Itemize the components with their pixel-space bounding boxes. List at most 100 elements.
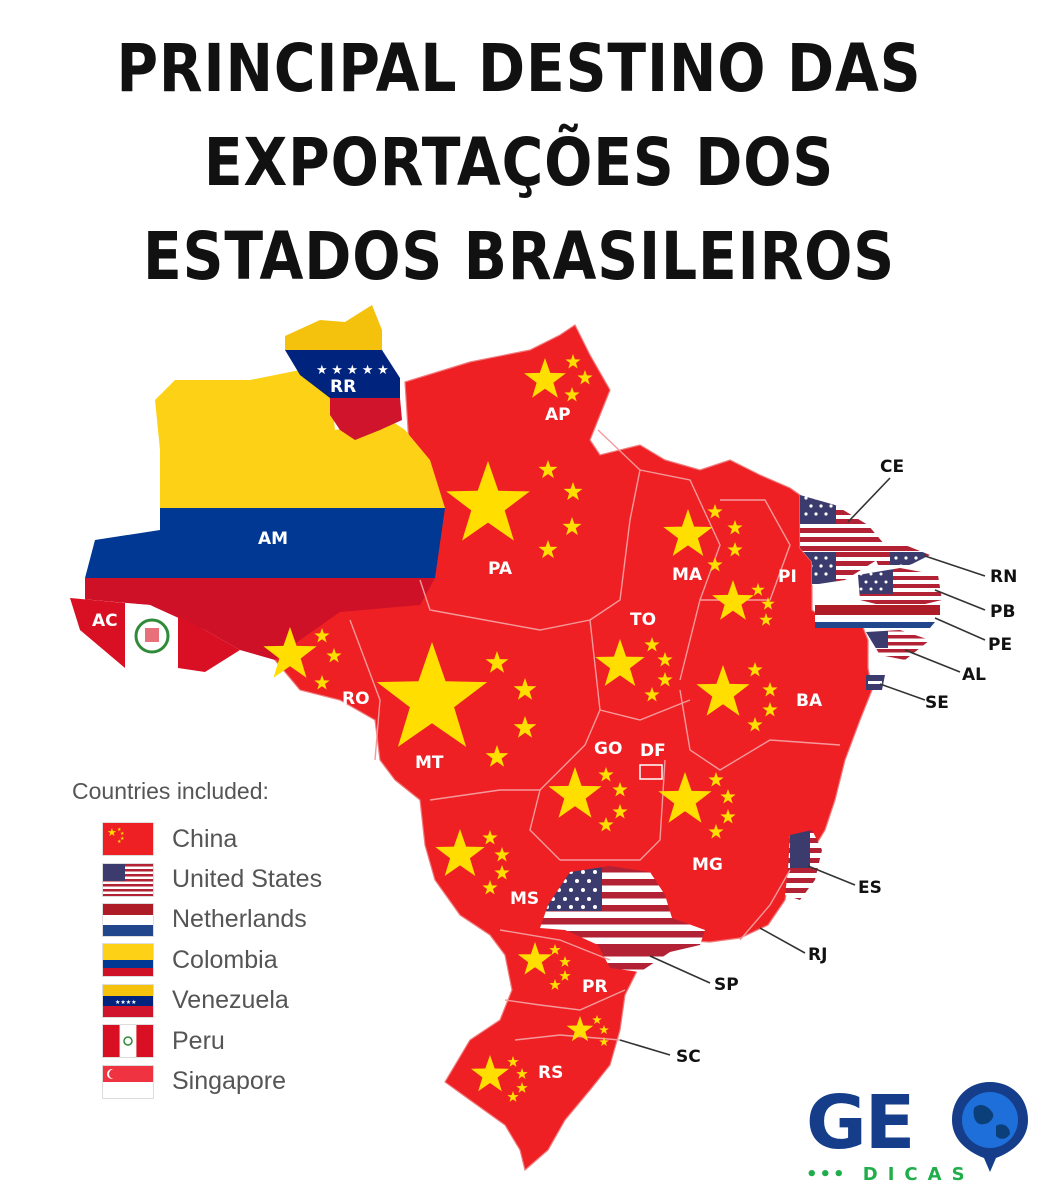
- svg-text:★: ★: [117, 827, 122, 833]
- svg-text:★★★★: ★★★★: [115, 999, 137, 1006]
- china-star-36: [747, 717, 763, 732]
- china-star-31: [644, 687, 660, 702]
- label-MA: MA: [672, 565, 703, 585]
- al-usa: [866, 630, 930, 660]
- label-ES: ES: [858, 878, 882, 898]
- rr-venezuela-red: [330, 398, 402, 440]
- china-star-11: [326, 648, 342, 663]
- china-star-13: [376, 642, 488, 747]
- china-star-28: [644, 637, 660, 652]
- legend-label-netherlands: Netherlands: [172, 905, 307, 934]
- label-RO: RO: [342, 689, 370, 709]
- label-PA: PA: [488, 559, 513, 579]
- china-flag-icon: ★ ★ ★ ★ ★: [102, 822, 154, 857]
- china-star-7: [562, 517, 582, 536]
- china-star-30: [657, 672, 673, 687]
- svg-text:★: ★: [120, 831, 125, 837]
- china-star-16: [513, 716, 537, 738]
- label-AP: AP: [545, 405, 571, 425]
- label-SP: SP: [714, 975, 739, 995]
- state-borders: [349, 429, 841, 1041]
- china-star-32: [696, 665, 750, 716]
- label-BA: BA: [796, 691, 823, 711]
- china-star-20: [727, 520, 743, 535]
- legend-item-colombia: Colombia: [72, 940, 322, 980]
- legend-item-peru: Peru: [72, 1021, 322, 1061]
- china-star-4: [446, 461, 530, 541]
- label-MT: MT: [415, 753, 444, 773]
- china-star-15: [513, 678, 537, 700]
- china-star-1: [565, 354, 581, 369]
- china-star-52: [517, 942, 553, 975]
- netherlands-flag-icon: [102, 902, 154, 937]
- china-star-46: [708, 824, 724, 839]
- venezuela-flag-icon: ★★★★: [102, 983, 154, 1018]
- venezuela-stars: ★ ★ ★ ★ ★: [316, 362, 389, 377]
- label-AC: AC: [92, 611, 118, 631]
- ac-peru-red-right: [178, 616, 240, 672]
- china-star-35: [762, 702, 778, 717]
- china-star-55: [559, 970, 571, 981]
- legend-label-usa: United States: [172, 865, 323, 894]
- legend-item-netherlands: Netherlands: [72, 900, 322, 940]
- ac-peru-red-left: [70, 598, 125, 668]
- china-star-64: [516, 1082, 528, 1093]
- china-star-47: [435, 829, 485, 876]
- china-star-59: [599, 1025, 609, 1034]
- china-star-29: [657, 652, 673, 667]
- china-star-10: [314, 628, 330, 643]
- label-RR: RR: [330, 377, 356, 397]
- china-star-0: [524, 358, 566, 398]
- china-star-63: [516, 1068, 528, 1079]
- title-line-2: EXPORTAÇÕES DOS: [203, 124, 835, 201]
- china-star-6: [563, 482, 583, 501]
- china-star-19: [707, 504, 723, 519]
- label-CE: CE: [880, 457, 904, 477]
- china-star-61: [471, 1055, 509, 1092]
- peru-coat-of-arms-icon: [134, 618, 170, 654]
- singapore-flag-icon: [102, 1064, 154, 1099]
- legend-label-colombia: Colombia: [172, 945, 278, 974]
- china-star-56: [549, 979, 561, 990]
- rr-venezuela-yellow: [285, 305, 382, 350]
- china-star-37: [548, 767, 602, 818]
- legend-item-singapore: Singapore: [72, 1061, 322, 1101]
- china-star-21: [727, 542, 743, 557]
- china-star-54: [559, 956, 571, 967]
- legend-item-usa: United States: [72, 859, 322, 899]
- china-star-48: [482, 830, 498, 845]
- china-star-44: [720, 789, 736, 804]
- china-star-17: [485, 745, 509, 767]
- china-star-3: [564, 387, 580, 402]
- rn-usa: [870, 545, 930, 565]
- leader-lines: [619, 477, 986, 1056]
- am-colombia-blue: [85, 508, 445, 578]
- am-colombia-yellow: [155, 370, 445, 508]
- svg-text:★: ★: [120, 836, 125, 842]
- china-star-38: [598, 767, 614, 782]
- label-GO: GO: [594, 739, 622, 759]
- df-china: [639, 764, 663, 780]
- peru-flag-icon: [102, 1024, 154, 1059]
- es-usa: [785, 830, 822, 900]
- label-PE: PE: [988, 635, 1012, 655]
- sp-usa: [540, 866, 705, 972]
- geo-dicas-logo: GE ••• DICAS: [806, 1078, 1036, 1188]
- title-line-1: PRINCIPAL DESTINO DAS: [116, 30, 922, 107]
- label-PB: PB: [990, 602, 1015, 622]
- china-star-8: [538, 540, 558, 559]
- china-star-12: [314, 675, 330, 690]
- svg-text:★: ★: [107, 827, 117, 839]
- label-MG: MG: [692, 855, 723, 875]
- label-TO: TO: [630, 610, 656, 630]
- am-colombia-red: [85, 578, 435, 660]
- legend-item-venezuela: ★★★★ Venezuela: [72, 981, 322, 1021]
- china-star-62: [507, 1056, 519, 1067]
- legend-label-venezuela: Venezuela: [172, 986, 289, 1015]
- china-star-24: [751, 583, 765, 596]
- se-usa-stripe: [868, 681, 882, 684]
- label-SE: SE: [925, 693, 949, 713]
- label-AL: AL: [962, 665, 986, 685]
- china-star-2: [577, 370, 593, 385]
- china-star-40: [612, 804, 628, 819]
